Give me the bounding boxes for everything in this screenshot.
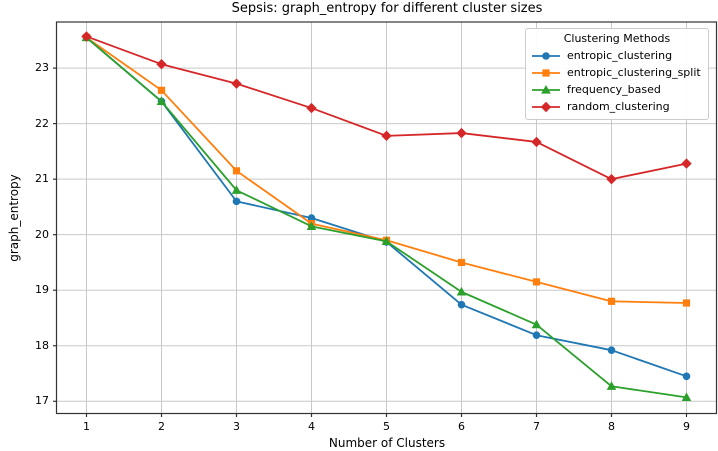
- circle-marker: [232, 197, 241, 206]
- diamond-marker-icon: [531, 101, 561, 113]
- triangle-marker: [541, 84, 551, 94]
- triangle-marker: [531, 319, 542, 329]
- square-marker-icon: [531, 67, 561, 79]
- circle-marker: [682, 372, 691, 381]
- triangle-marker-icon: [531, 84, 561, 96]
- diamond-marker: [306, 102, 317, 114]
- y-tick-label: 23: [35, 61, 49, 75]
- circle-marker: [457, 300, 466, 309]
- chart-title: Sepsis: graph_entropy for different clus…: [231, 1, 543, 16]
- triangle-marker: [381, 236, 392, 245]
- y-tick-label: 18: [35, 338, 49, 352]
- y-tick-label: 20: [35, 227, 49, 241]
- diamond-marker: [381, 130, 392, 142]
- triangle-marker: [456, 286, 467, 296]
- triangle-marker: [681, 392, 692, 401]
- x-tick-label: 1: [83, 420, 90, 433]
- legend-item: entropic_clustering: [526, 47, 708, 64]
- legend-item: frequency_based: [526, 81, 708, 98]
- x-tick-label: 3: [233, 420, 240, 433]
- diamond-marker: [681, 158, 692, 169]
- x-tick-label: 9: [683, 420, 690, 433]
- square-marker: [607, 297, 616, 305]
- legend-item-label: frequency_based: [567, 83, 661, 96]
- circle-marker: [307, 214, 316, 222]
- legend-item-label: entropic_clustering: [567, 49, 673, 62]
- x-tick-label: 4: [308, 420, 315, 433]
- diamond-marker: [606, 173, 617, 185]
- square-marker: [532, 278, 541, 286]
- x-axis-label: Number of Clusters: [328, 436, 446, 450]
- diamond-marker: [81, 31, 92, 42]
- circle-marker-icon: [531, 50, 561, 62]
- y-tick-label: 22: [35, 116, 49, 130]
- legend-item-label: entropic_clustering_split: [567, 66, 701, 79]
- series-frequency_based: [81, 32, 692, 401]
- triangle-marker: [156, 96, 167, 106]
- y-tick-label: 21: [35, 172, 49, 186]
- square-marker: [457, 258, 466, 267]
- x-tick-label: 5: [383, 420, 390, 433]
- square-marker: [682, 299, 691, 307]
- x-tick-label: 8: [608, 420, 615, 433]
- diamond-marker: [456, 127, 467, 139]
- triangle-marker: [306, 221, 317, 230]
- grid-lines: [56, 22, 717, 414]
- triangle-marker: [231, 185, 242, 194]
- legend-item: random_clustering: [526, 98, 708, 115]
- tick-marks: [53, 67, 688, 417]
- legend-title: Clustering Methods: [563, 32, 671, 45]
- x-tick-label: 7: [533, 420, 540, 433]
- square-marker: [157, 86, 166, 94]
- x-tick-label: 2: [158, 420, 165, 433]
- triangle-marker: [606, 381, 617, 390]
- y-tick-label: 17: [35, 394, 49, 408]
- circle-marker: [532, 331, 541, 340]
- diamond-marker: [540, 101, 552, 112]
- legend-item: entropic_clustering_split: [526, 64, 708, 81]
- legend-item-label: random_clustering: [567, 100, 670, 113]
- axes-spine: [55, 21, 718, 415]
- square-marker: [542, 68, 550, 77]
- x-tick-label: 6: [458, 420, 465, 433]
- square-marker: [232, 167, 241, 175]
- y-tick-label: 19: [35, 283, 49, 297]
- circle-marker: [607, 346, 616, 354]
- legend: Clustering Methods entropic_clustering e…: [525, 28, 709, 120]
- series-random_clustering: [81, 31, 692, 185]
- circle-marker: [542, 51, 550, 60]
- diamond-marker: [156, 59, 167, 70]
- diamond-marker: [231, 78, 242, 89]
- diamond-marker: [531, 136, 542, 148]
